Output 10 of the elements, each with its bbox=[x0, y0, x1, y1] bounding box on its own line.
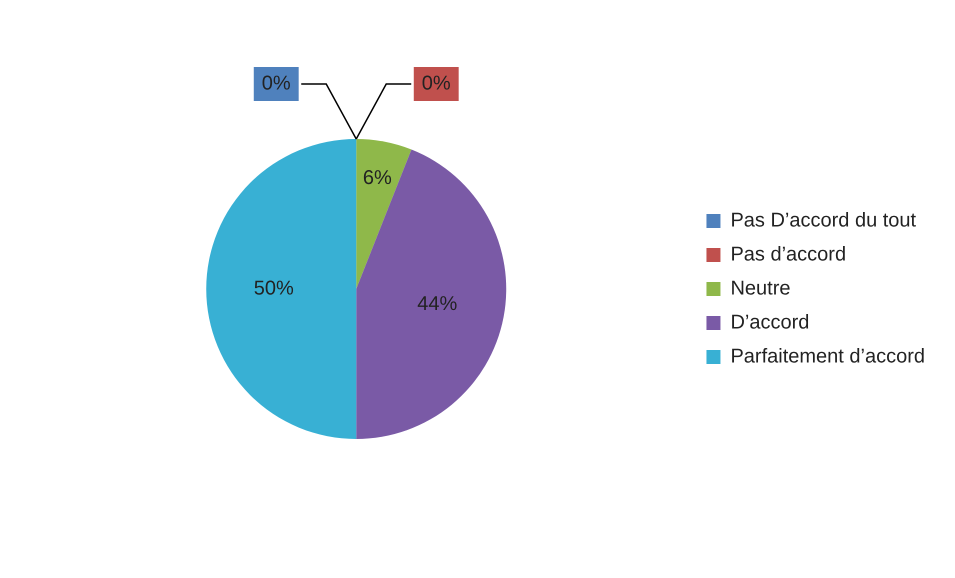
data-label: 6% bbox=[362, 167, 392, 190]
text: 0% bbox=[422, 72, 451, 95]
legend-label: Pas D’accord du tout bbox=[730, 210, 917, 232]
legend-label: Neutre bbox=[730, 278, 790, 300]
legend-label: D’accord bbox=[730, 312, 810, 334]
data-label: 44% bbox=[417, 292, 458, 315]
legend-label: Pas d’accord bbox=[730, 244, 846, 266]
text: 0% bbox=[262, 72, 291, 95]
data-label: 50% bbox=[254, 278, 294, 300]
legend-label: Parfaitement d’accord bbox=[730, 346, 926, 368]
